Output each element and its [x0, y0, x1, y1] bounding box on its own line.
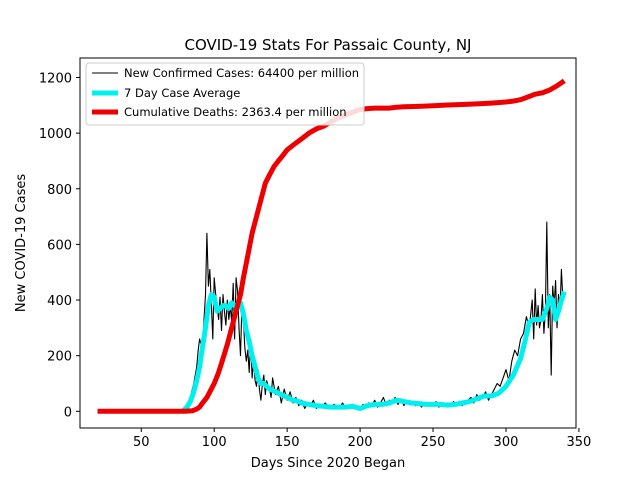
y-tick-label: 1000 [39, 127, 72, 142]
legend-label-new-cases: New Confirmed Cases: 64400 per million [124, 66, 359, 80]
series-layer [97, 78, 567, 414]
legend-box [85, 62, 365, 126]
x-tick-label: 100 [202, 435, 227, 450]
legend: New Confirmed Cases: 64400 per million 7… [85, 62, 365, 126]
y-tick-label: 600 [47, 238, 72, 253]
y-axis-label: New COVID-19 Cases [14, 174, 29, 312]
chart-title: COVID-19 Stats For Passaic County, NJ [185, 36, 472, 54]
legend-label-cumulative-deaths: Cumulative Deaths: 2363.4 per million [124, 105, 347, 119]
y-tick-label: 1200 [39, 71, 72, 86]
y-tick-label: 200 [47, 350, 72, 365]
x-tick-label: 50 [133, 435, 150, 450]
x-tick-label: 150 [275, 435, 300, 450]
x-tick-label: 300 [494, 435, 519, 450]
y-tick-label: 0 [64, 405, 72, 420]
x-axis-ticks: 50 100 150 200 250 300 350 [133, 428, 591, 450]
series-line-1 [180, 290, 567, 414]
series-line-2 [97, 78, 566, 414]
y-tick-label: 800 [47, 183, 72, 198]
x-tick-label: 200 [348, 435, 373, 450]
plot-frame [79, 57, 577, 429]
y-tick-label: 400 [47, 294, 72, 309]
x-axis-label: Days Since 2020 Began [251, 456, 406, 471]
x-tick-label: 350 [567, 435, 592, 450]
y-axis-ticks: 0 200 400 600 800 1000 1200 [39, 71, 80, 420]
x-tick-label: 250 [421, 435, 446, 450]
legend-label-7-day-average: 7 Day Case Average [124, 86, 240, 100]
